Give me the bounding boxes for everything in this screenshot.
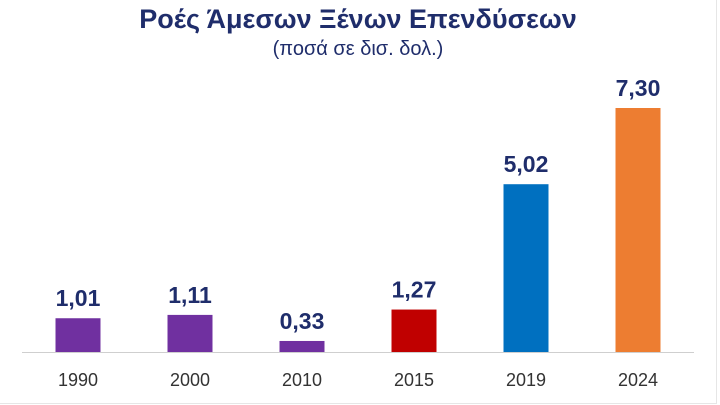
data-label-2010: 0,33 [280, 308, 325, 334]
chart-title: Ροές Άμεσων Ξένων Επενδύσεων [139, 4, 577, 34]
x-tick-2019: 2019 [506, 370, 546, 390]
x-tick-2000: 2000 [170, 370, 210, 390]
data-label-2019: 5,02 [504, 151, 549, 177]
x-tick-2024: 2024 [618, 370, 658, 390]
x-tick-1990: 1990 [58, 370, 98, 390]
bar-2015 [391, 309, 437, 352]
x-tick-2015: 2015 [394, 370, 434, 390]
data-label-1990: 1,01 [56, 285, 101, 311]
chart-subtitle: (ποσά σε δισ. δολ.) [272, 38, 444, 60]
bar-2000 [167, 314, 213, 352]
data-label-2024: 7,30 [616, 75, 661, 101]
x-tick-2010: 2010 [282, 370, 322, 390]
data-label-2000: 1,11 [168, 282, 212, 308]
bar-1990 [55, 318, 101, 352]
bar-2024 [615, 108, 661, 352]
bar-2010 [279, 340, 325, 352]
bar-2019 [503, 184, 549, 352]
data-label-2015: 1,27 [392, 277, 437, 303]
